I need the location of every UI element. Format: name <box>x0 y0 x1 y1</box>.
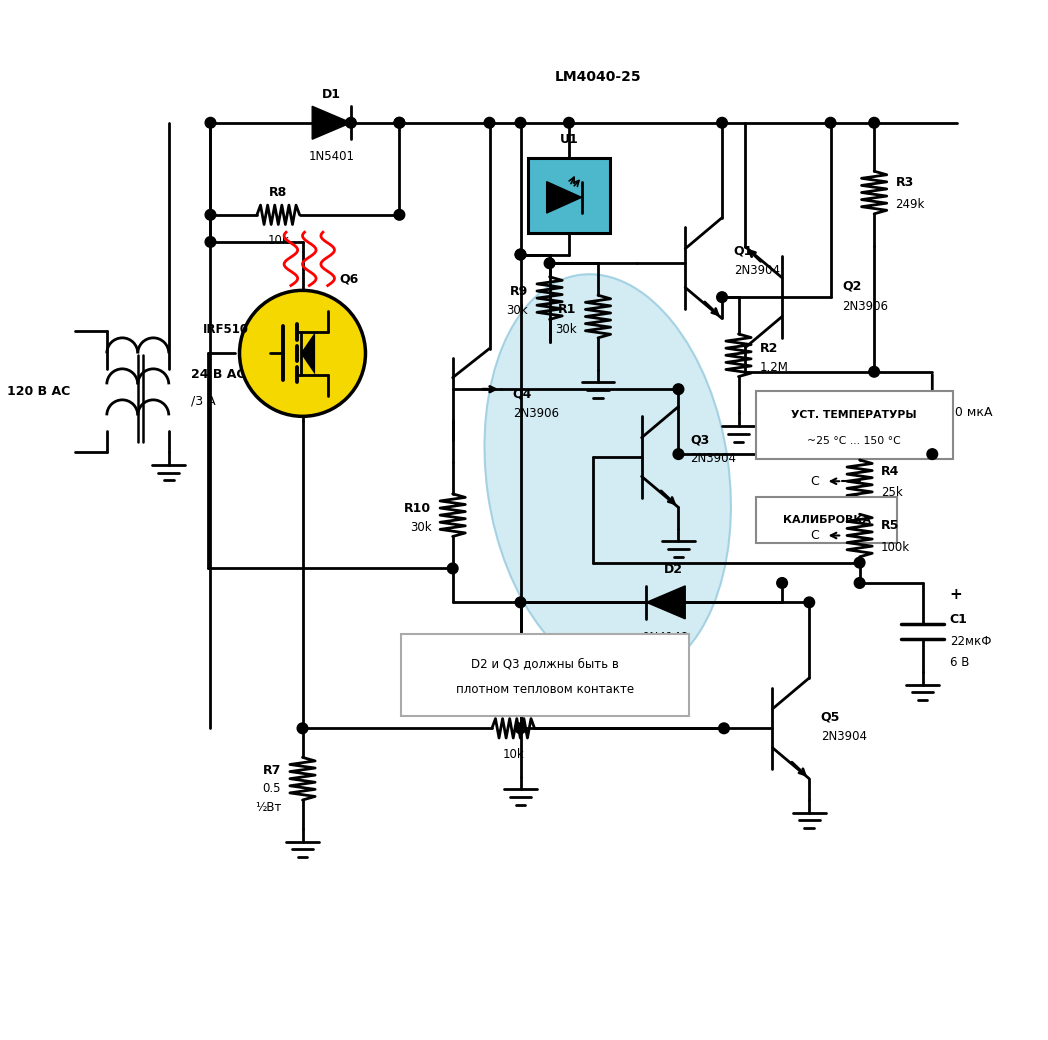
Circle shape <box>869 118 879 128</box>
Text: Q2: Q2 <box>843 279 861 292</box>
Text: Q4: Q4 <box>512 388 532 400</box>
Circle shape <box>516 723 526 733</box>
Circle shape <box>719 723 729 733</box>
Circle shape <box>394 118 405 128</box>
Circle shape <box>804 597 814 607</box>
Text: 10k: 10k <box>502 748 524 760</box>
Circle shape <box>484 118 495 128</box>
Circle shape <box>854 577 865 589</box>
Text: Q6: Q6 <box>340 272 358 286</box>
Circle shape <box>346 118 356 128</box>
Text: 6 В: 6 В <box>949 656 969 669</box>
Text: D2 и Q3 должны быть в: D2 и Q3 должны быть в <box>471 657 618 670</box>
Text: R3: R3 <box>895 177 914 189</box>
Circle shape <box>516 118 526 128</box>
Polygon shape <box>547 182 582 213</box>
Text: LM4040-25: LM4040-25 <box>554 70 641 84</box>
Circle shape <box>825 118 836 128</box>
Circle shape <box>298 723 308 733</box>
Text: ~25 °C ... 150 °C: ~25 °C ... 150 °C <box>807 436 901 445</box>
Circle shape <box>926 449 938 460</box>
Text: C1: C1 <box>949 614 967 626</box>
FancyBboxPatch shape <box>756 497 897 543</box>
Text: R7: R7 <box>263 764 281 778</box>
Text: R1: R1 <box>559 304 576 316</box>
Text: 30k: 30k <box>410 521 432 535</box>
Text: 22мкФ: 22мкФ <box>949 634 991 648</box>
Circle shape <box>205 237 216 248</box>
Text: 1.2M: 1.2M <box>760 361 789 374</box>
Circle shape <box>854 557 865 568</box>
Text: D1: D1 <box>322 88 341 102</box>
Circle shape <box>544 258 554 268</box>
Text: 1N5401: 1N5401 <box>308 150 354 163</box>
Text: R4: R4 <box>881 465 899 478</box>
Text: R9: R9 <box>510 285 528 297</box>
Text: Q5: Q5 <box>821 710 840 723</box>
Circle shape <box>240 290 366 416</box>
Circle shape <box>717 118 727 128</box>
FancyBboxPatch shape <box>756 391 953 459</box>
Polygon shape <box>312 106 351 139</box>
Text: 249k: 249k <box>895 198 924 211</box>
Text: 2N3904: 2N3904 <box>690 452 736 466</box>
Circle shape <box>564 118 574 128</box>
Circle shape <box>205 118 216 128</box>
Circle shape <box>673 449 683 460</box>
Text: 120 В АС: 120 В АС <box>6 385 70 397</box>
Text: R6: R6 <box>504 698 522 711</box>
Text: U1: U1 <box>560 133 578 146</box>
Circle shape <box>777 577 787 589</box>
Text: C: C <box>810 529 818 542</box>
Text: 2N3904: 2N3904 <box>734 263 780 277</box>
Text: 100k: 100k <box>881 541 910 553</box>
Text: 10k: 10k <box>267 234 289 248</box>
FancyBboxPatch shape <box>400 634 689 716</box>
Text: ½Вт: ½Вт <box>255 801 281 814</box>
Text: 0.5: 0.5 <box>263 782 281 795</box>
Text: 1N4148: 1N4148 <box>642 631 689 645</box>
Circle shape <box>717 292 727 303</box>
Circle shape <box>869 366 879 378</box>
Circle shape <box>394 209 405 220</box>
Text: R5: R5 <box>881 519 899 532</box>
Text: Q1: Q1 <box>734 244 754 257</box>
Circle shape <box>447 563 458 574</box>
Text: Q3: Q3 <box>690 433 709 446</box>
Text: D2: D2 <box>664 564 683 576</box>
Text: /3 А: /3 А <box>191 394 216 408</box>
Text: 2N3904: 2N3904 <box>821 730 867 743</box>
Text: УСТ. ТЕМПЕРАТУРЫ: УСТ. ТЕМПЕРАТУРЫ <box>791 411 917 420</box>
Text: R8: R8 <box>269 186 287 200</box>
Ellipse shape <box>484 275 730 678</box>
Text: 30k: 30k <box>506 305 528 317</box>
Circle shape <box>516 250 526 260</box>
Text: +: + <box>949 588 962 602</box>
Bar <box>528 158 610 233</box>
Text: C: C <box>810 474 818 488</box>
Text: 30k: 30k <box>555 322 576 336</box>
Text: 2N3906: 2N3906 <box>512 407 559 420</box>
Circle shape <box>673 384 683 394</box>
Text: 10 мкА: 10 мкА <box>946 407 992 419</box>
Circle shape <box>516 597 526 607</box>
Text: IRF510: IRF510 <box>203 322 249 336</box>
Circle shape <box>205 209 216 220</box>
Text: 24 В АС: 24 В АС <box>191 368 245 382</box>
Text: R2: R2 <box>760 342 779 355</box>
Text: R10: R10 <box>405 502 432 515</box>
Text: 2N3906: 2N3906 <box>843 301 888 313</box>
Circle shape <box>516 250 526 260</box>
Polygon shape <box>647 586 685 619</box>
Text: КАЛИБРОВКА: КАЛИБРОВКА <box>783 515 871 525</box>
Text: 25k: 25k <box>881 487 902 499</box>
Text: плотном тепловом контакте: плотном тепловом контакте <box>456 683 634 696</box>
Circle shape <box>394 118 405 128</box>
Polygon shape <box>301 332 315 374</box>
